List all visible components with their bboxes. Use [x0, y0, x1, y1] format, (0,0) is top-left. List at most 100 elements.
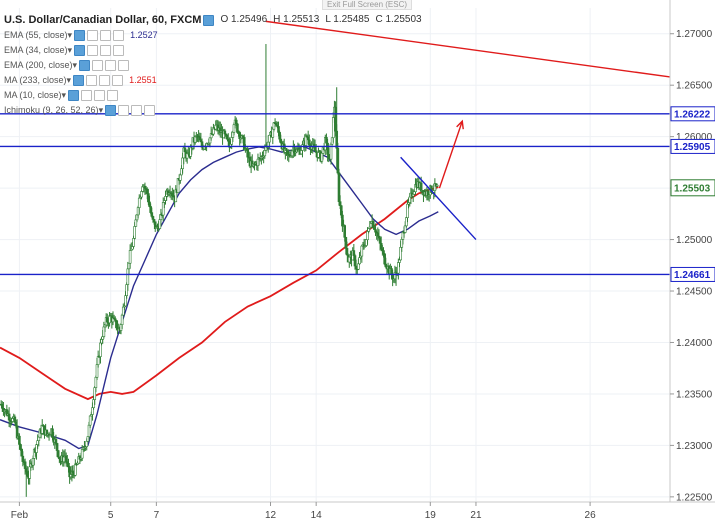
caret-down-icon[interactable]: ▾	[98, 105, 104, 115]
candle-body	[85, 440, 89, 447]
indicator-label: MA (233, close)	[4, 75, 67, 85]
candle-body	[133, 226, 136, 239]
candle-body	[120, 314, 124, 325]
x-tick-label: Feb	[11, 510, 29, 521]
candle-body	[268, 134, 271, 143]
level-price-tag-label: 1.26222	[674, 109, 711, 120]
close-icon[interactable]	[94, 90, 106, 101]
candle-body	[19, 444, 22, 450]
settings-icon[interactable]	[87, 30, 99, 41]
indicator-label: MA (10, close)	[4, 90, 62, 100]
eye-icon[interactable]	[74, 45, 86, 56]
close-icon[interactable]	[99, 75, 111, 86]
x-tick-label: 14	[311, 510, 323, 521]
indicator-row[interactable]: EMA (55, close) ▾ 1.2527	[4, 28, 422, 43]
settings-icon[interactable]	[81, 90, 93, 101]
more-icon[interactable]	[113, 30, 125, 41]
level-price-tag-box	[670, 266, 715, 282]
more-icon[interactable]	[144, 105, 156, 116]
indicator-row[interactable]: MA (233, close) ▾ 1.2551	[4, 73, 422, 88]
indicator-row[interactable]: EMA (34, close) ▾	[4, 43, 422, 58]
x-tick-label: 19	[425, 510, 437, 521]
candlestick-series	[0, 44, 439, 497]
y-tick-label: 1.24500	[676, 287, 713, 298]
ohlc-close: C 1.25503	[375, 14, 422, 25]
indicator-row[interactable]: MA (10, close) ▾	[4, 88, 422, 103]
eye-icon[interactable]	[74, 30, 86, 41]
settings-icon[interactable]	[86, 75, 98, 86]
level-price-tag-label: 1.25905	[674, 142, 711, 153]
indicator-value: 1.2527	[130, 30, 158, 40]
candle-body	[55, 443, 59, 451]
candle-body	[56, 450, 60, 458]
x-tick-label: 21	[470, 510, 482, 521]
eye-icon[interactable]	[105, 105, 117, 116]
candle-body	[301, 144, 304, 151]
level-price-tag-box	[670, 106, 715, 122]
candle-body	[137, 197, 141, 208]
settings-icon[interactable]	[92, 60, 104, 71]
caret-down-icon[interactable]: ▾	[67, 45, 73, 55]
exit-fullscreen-button[interactable]: Exit Full Screen (ESC)	[322, 0, 413, 10]
y-tick-label: 1.22500	[676, 492, 713, 503]
more-icon[interactable]	[113, 45, 125, 56]
candle-body	[179, 174, 182, 181]
indicator-row[interactable]: EMA (200, close) ▾	[4, 58, 422, 73]
indicator-row[interactable]: Ichimoku (9, 26, 52, 26) ▾	[4, 103, 422, 118]
y-tick-label: 1.25000	[676, 235, 713, 246]
eye-icon[interactable]	[79, 60, 91, 71]
indicator-label: EMA (55, close)	[4, 30, 68, 40]
eye-icon[interactable]	[203, 14, 215, 26]
candle-body	[327, 154, 331, 159]
candle-body	[132, 238, 135, 247]
candle-body	[343, 225, 347, 238]
caret-down-icon[interactable]: ▾	[61, 90, 67, 100]
candle-body	[88, 415, 92, 426]
candle-body	[18, 435, 21, 445]
candle-body	[128, 250, 132, 264]
chart-legend: U.S. Dollar/Canadian Dollar, 60, FXCM O …	[4, 12, 422, 118]
candle-body	[37, 436, 41, 441]
y-tick-label: 1.26000	[676, 132, 713, 143]
indicator-label: Ichimoku (9, 26, 52, 26)	[4, 105, 99, 115]
level-price-tag-label: 1.24661	[674, 270, 711, 281]
x-tick-label: 7	[154, 510, 160, 521]
caret-down-icon[interactable]: ▾	[67, 30, 73, 40]
indicator-label: EMA (200, close)	[4, 60, 73, 70]
caret-down-icon[interactable]: ▾	[66, 75, 72, 85]
arrow-head-icon	[456, 119, 464, 130]
more-icon[interactable]	[112, 75, 124, 86]
x-tick-label: 5	[108, 510, 114, 521]
candle-body	[152, 219, 156, 223]
resistance-trendline	[265, 20, 671, 78]
x-tick-label: 26	[585, 510, 597, 521]
y-tick-label: 1.26500	[676, 81, 713, 92]
y-tick-label: 1.23000	[676, 441, 713, 452]
caret-down-icon[interactable]: ▾	[72, 60, 78, 70]
settings-icon[interactable]	[87, 45, 99, 56]
eye-icon[interactable]	[73, 75, 85, 86]
wedge-trendline	[400, 156, 477, 241]
indicator-value: 1.2551	[129, 75, 157, 85]
y-tick-label: 1.23500	[676, 389, 713, 400]
candle-body	[419, 182, 423, 192]
more-icon[interactable]	[118, 60, 130, 71]
grid-lines	[0, 8, 670, 502]
more-icon[interactable]	[107, 90, 119, 101]
settings-icon[interactable]	[118, 105, 130, 116]
projection-arrow	[438, 120, 463, 189]
symbol-header: U.S. Dollar/Canadian Dollar, 60, FXCM O …	[4, 12, 422, 28]
close-icon[interactable]	[131, 105, 143, 116]
close-icon[interactable]	[100, 30, 112, 41]
close-icon[interactable]	[100, 45, 112, 56]
y-tick-label: 1.24000	[676, 338, 713, 349]
close-icon[interactable]	[105, 60, 117, 71]
ohlc-low: L 1.25485	[325, 14, 370, 25]
level-price-tag-box	[670, 138, 715, 154]
eye-icon[interactable]	[68, 90, 80, 101]
candle-body	[140, 191, 143, 198]
candle-body	[54, 439, 58, 444]
x-tick-label: 12	[265, 510, 277, 521]
